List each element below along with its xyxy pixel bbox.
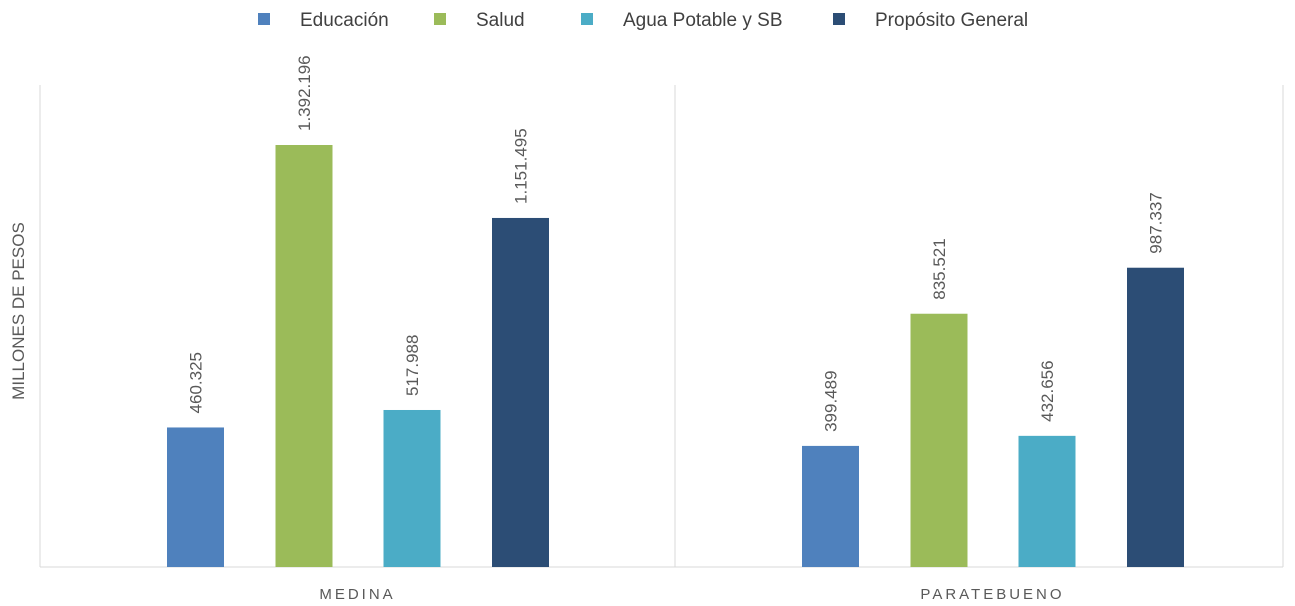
legend-swatch (833, 13, 845, 25)
data-label: 399.489 (822, 370, 841, 431)
plot-area: 460.325 399.489 1.392.196 835.521 517.988 432… (39, 55, 1284, 603)
x-tick-label: PARATEBUENO (920, 586, 1064, 603)
data-label: 517.988 (403, 335, 422, 396)
data-label: 987.337 (1147, 192, 1166, 253)
data-label: 1.151.495 (512, 128, 531, 204)
legend-label: Agua Potable y SB (623, 10, 783, 31)
data-label: 835.521 (930, 238, 949, 299)
data-label: 1.392.196 (295, 55, 314, 131)
x-tick-label: MEDINA (319, 586, 395, 603)
bar (492, 217, 549, 567)
bar (275, 145, 333, 567)
legend-label: Educación (300, 10, 389, 31)
bar (1127, 267, 1184, 567)
bar (383, 409, 441, 567)
bar (910, 313, 968, 567)
y-axis-title: MILLONES DE PESOS (9, 222, 28, 400)
legend-swatch (258, 13, 270, 25)
data-label: 432.656 (1038, 360, 1057, 421)
bar (1018, 435, 1076, 567)
legend: Educación Salud Agua Potable y SB Propósito… (258, 10, 1028, 31)
legend-swatch (581, 13, 593, 25)
legend-label: Salud (476, 10, 525, 31)
bar (167, 427, 224, 567)
legend-swatch (434, 13, 446, 25)
bar (802, 445, 859, 567)
legend-label: Propósito General (875, 10, 1028, 31)
data-label: 460.325 (187, 352, 206, 413)
